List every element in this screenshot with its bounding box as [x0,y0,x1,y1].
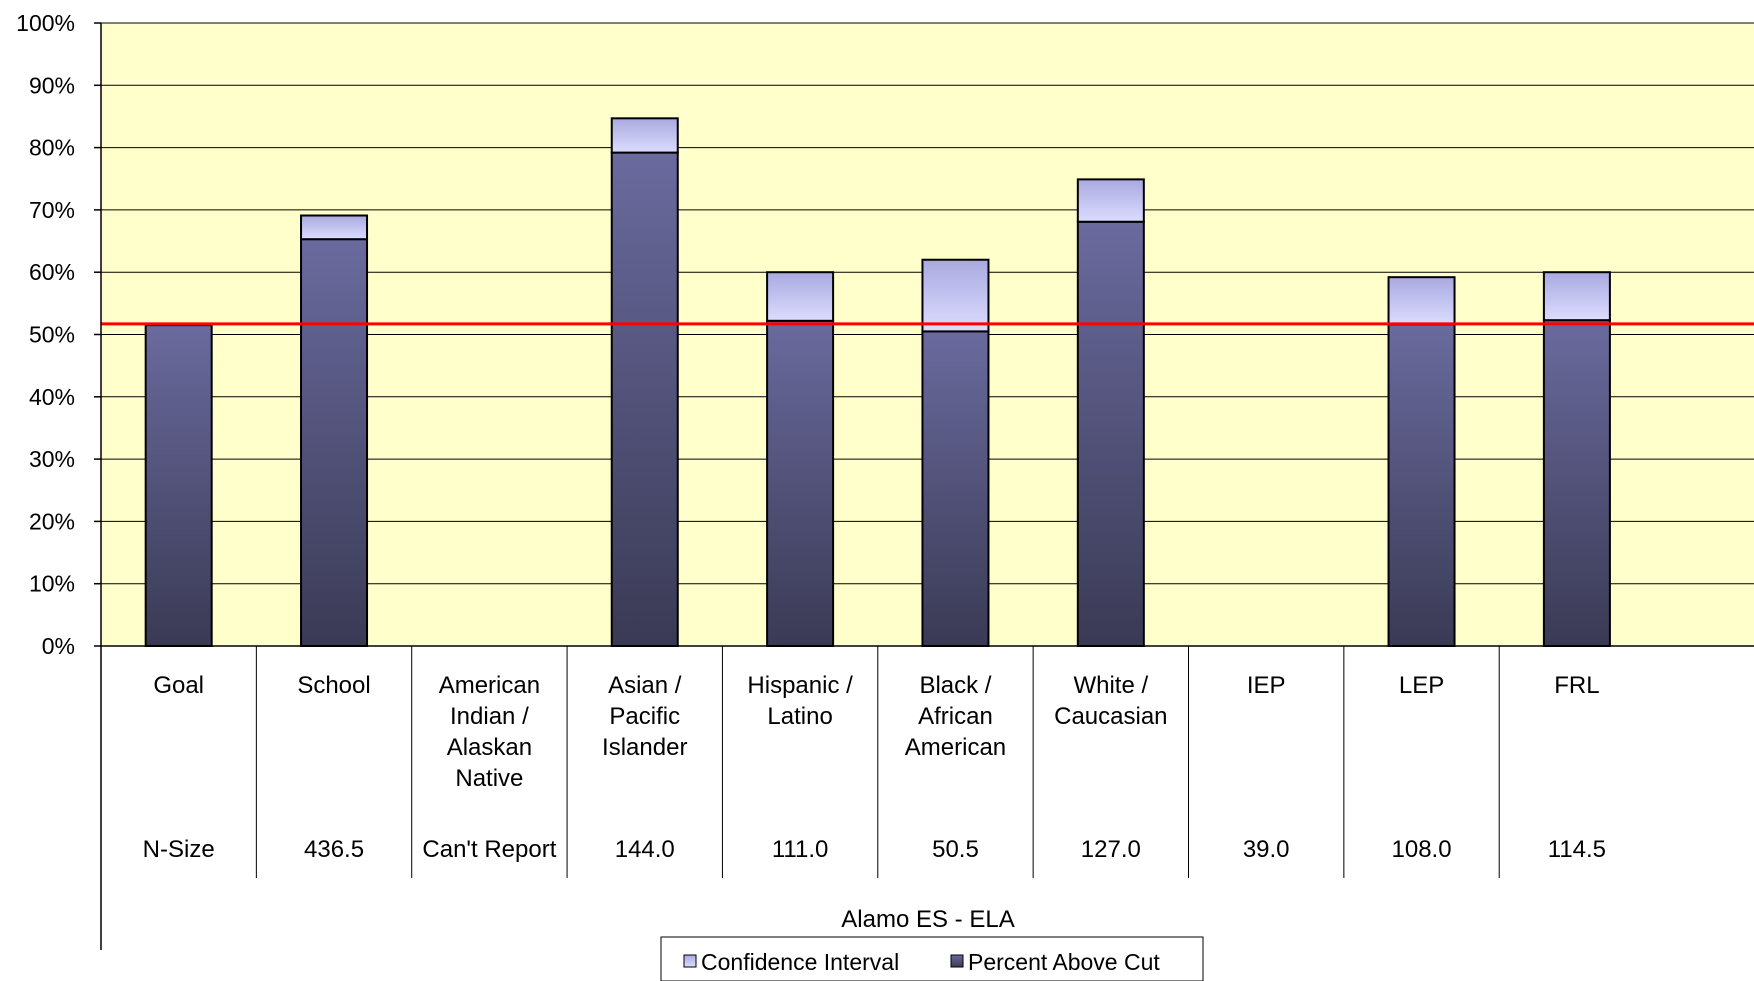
bar-confidence-interval [1542,271,1611,322]
y-tick-label: 90% [29,72,75,98]
n-size-label: 39.0 [1243,836,1290,863]
category-label: School [297,672,370,699]
bar-percent-above-cut [610,151,679,647]
category-label: American Indian / Alaskan Native [439,672,540,792]
bar-confidence-interval [921,258,990,333]
y-tick-label: 20% [29,508,75,534]
axes [94,22,1754,950]
legend-label-confidence-interval: Confidence Interval [701,949,899,975]
bar-percent-above-cut [1387,323,1456,647]
bar-percent-above-cut [300,238,369,647]
y-tick-label: 40% [29,384,75,410]
category-label: Black / African American [905,672,1006,761]
n-size-label: 144.0 [615,836,675,863]
y-tick-label: 100% [16,10,75,36]
category-label: Goal [153,672,204,699]
y-tick-label: 80% [29,135,75,161]
bar-percent-above-cut [1076,220,1145,647]
category-label: Asian / Pacific Islander [602,672,687,761]
n-size-label: 436.5 [304,836,364,863]
category-label: LEP [1399,672,1444,699]
n-size-labels: N-Size 436.5 Can't Report 144.0 111.0 50.5 127… [143,836,1606,863]
bars [144,117,1611,647]
y-tick-label: 70% [29,197,75,223]
legend: Confidence Interval Percent Above Cut [660,936,1204,981]
category-labels: Goal School American Indian / Alaskan Native A… [153,672,1599,792]
y-tick-label: 10% [29,571,75,597]
n-size-label: N-Size [143,836,215,863]
y-tick-labels: 0% 10% 20% 30% 40% 50% 60% 70% 80% 90% 100% [16,10,75,659]
n-size-label: Can't Report [422,836,556,863]
n-size-label: 111.0 [772,836,829,863]
category-label: White / Caucasian [1054,672,1167,730]
category-label: FRL [1554,672,1599,699]
category-label: IEP [1247,672,1286,699]
bar-percent-above-cut [1542,319,1611,647]
bar-confidence-interval [300,214,369,241]
legend-swatch-percent-above-cut [950,954,964,968]
bar-confidence-interval [1076,178,1145,223]
legend-box [660,936,1204,981]
n-size-label: 50.5 [932,836,979,863]
legend-swatch-confidence-interval [683,954,697,968]
bar-percent-above-cut [921,330,990,647]
bar-confidence-interval [766,271,835,322]
y-tick-label: 50% [29,322,75,348]
n-size-label: 114.5 [1548,836,1606,863]
bar-confidence-interval [610,117,679,154]
n-size-label: 108.0 [1392,836,1452,863]
x-axis-title: Alamo ES - ELA [841,906,1014,933]
bar-confidence-interval [1387,276,1456,326]
y-tick-label: 0% [42,633,75,659]
legend-label-percent-above-cut: Percent Above Cut [968,949,1160,975]
y-tick-label: 60% [29,259,75,285]
bar-percent-above-cut [144,324,213,647]
n-size-label: 127.0 [1081,836,1141,863]
category-label: Hispanic / Latino [747,672,853,730]
y-tick-label: 30% [29,446,75,472]
bar-percent-above-cut [766,319,835,647]
